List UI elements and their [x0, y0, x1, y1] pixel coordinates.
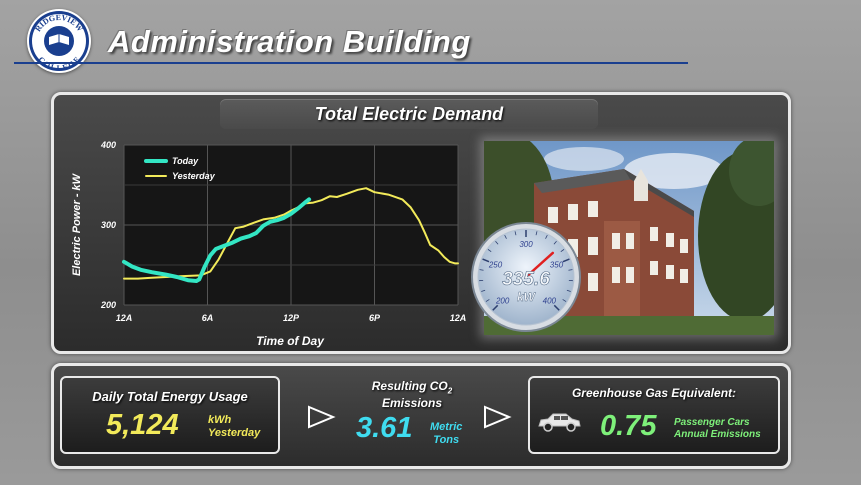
gauge-tick	[568, 269, 573, 271]
gauge-tick	[562, 258, 570, 263]
gauge-tick	[545, 234, 548, 239]
book-icon	[49, 34, 69, 45]
legend-label: Yesterday	[172, 171, 216, 181]
ghg-unit-line2: Annual Emissions	[674, 429, 761, 440]
car-icon	[538, 413, 581, 432]
ridgeview-college-logo: RIDGEVIEW COLLEGE	[27, 9, 91, 73]
gauge-scale-label: 200	[495, 296, 510, 305]
x-tick-label: 6P	[369, 313, 381, 323]
co2-title-sub: 2	[447, 386, 453, 396]
y-tick-label: 400	[100, 140, 116, 150]
x-tick-label: 12P	[283, 313, 300, 323]
co2-unit: Metric Tons	[430, 421, 462, 447]
ghg-box: Greenhouse Gas Equivalent: 0.75 Passenge…	[528, 376, 780, 454]
y-tick-label: 300	[101, 220, 116, 230]
gauge-tick	[487, 249, 492, 253]
y-axis-label: Electric Power - kW	[71, 172, 83, 276]
gauge-needle	[524, 251, 555, 279]
gauge-value: 335.6	[502, 269, 550, 290]
page-title: Administration Building	[108, 24, 471, 59]
ghg-unit: Passenger Cars Annual Emissions	[674, 417, 761, 441]
series-line-today	[122, 197, 312, 283]
gauge-tick	[553, 241, 557, 245]
co2-title-line2: Emissions	[381, 396, 443, 411]
x-tick-label: 6A	[202, 313, 214, 323]
gauge-scale-label: 250	[488, 260, 503, 269]
arrow-right-icon	[308, 405, 336, 429]
gauge-tick	[481, 289, 486, 292]
gauge-tick	[495, 241, 499, 245]
daily-energy-unit: kWh Yesterday	[208, 414, 260, 440]
gauge-unit: kW	[517, 290, 537, 304]
gauge-tick	[553, 304, 560, 311]
co2-unit-line1: Metric	[430, 421, 463, 433]
panel-title: Total Electric Demand	[220, 99, 598, 129]
daily-energy-value: 5,124	[106, 409, 179, 441]
legend-label: Today	[172, 156, 199, 166]
gauge-scale-label: 400	[543, 296, 557, 305]
gauge-scale-label: 350	[550, 260, 564, 269]
daily-energy-unit-line1: kWh	[208, 414, 232, 426]
co2-title-main: Resulting CO	[371, 379, 448, 393]
x-tick-label: 12A	[116, 313, 133, 323]
ghg-value: 0.75	[600, 410, 657, 442]
gauge-tick	[485, 299, 490, 302]
y-tick-label: 200	[100, 300, 116, 310]
gauge-tick	[479, 269, 484, 271]
co2-unit-line2: Tons	[433, 434, 460, 446]
x-axis-label: Time of Day	[256, 334, 325, 348]
ghg-unit-line1: Passenger Cars	[674, 417, 750, 428]
co2-value: 3.61	[356, 412, 413, 444]
electric-demand-panel: Total Electric Demand 200 300 400 12A 6A 12P…	[51, 92, 791, 354]
ghg-title: Greenhouse Gas Equivalent:	[571, 386, 737, 400]
x-tick-label: 12A	[450, 313, 467, 323]
gauge-tick	[562, 299, 567, 302]
gauge-tick	[492, 304, 499, 311]
summary-panel: Daily Total Energy Usage 5,124 kWh Yeste…	[51, 363, 791, 469]
gauge-tick	[482, 258, 490, 263]
daily-energy-box: Daily Total Energy Usage 5,124 kWh Yeste…	[60, 376, 280, 454]
gauge-tick	[535, 231, 538, 236]
demand-line-chart: 200 300 400 12A 6A 12P 6P 12A Today Yesterday T…	[71, 140, 467, 348]
gauge-tick	[566, 289, 571, 292]
gauge-scale-label: 300	[519, 240, 533, 249]
gauge-tick	[504, 234, 507, 239]
series-line-yesterday	[123, 187, 459, 280]
daily-energy-unit-line2: Yesterday	[208, 427, 261, 439]
title-underline	[14, 62, 688, 64]
co2-title: Resulting CO2 Emissions	[342, 380, 482, 410]
gauge-tick	[560, 249, 565, 253]
gauge-tick	[514, 231, 517, 236]
arrow-right-icon	[484, 405, 512, 429]
logo-seal: RIDGEVIEW COLLEGE	[29, 11, 89, 73]
daily-energy-title: Daily Total Energy Usage	[92, 389, 248, 404]
demand-gauge: 200 250 300 350 400 335.6 kW	[471, 222, 581, 332]
